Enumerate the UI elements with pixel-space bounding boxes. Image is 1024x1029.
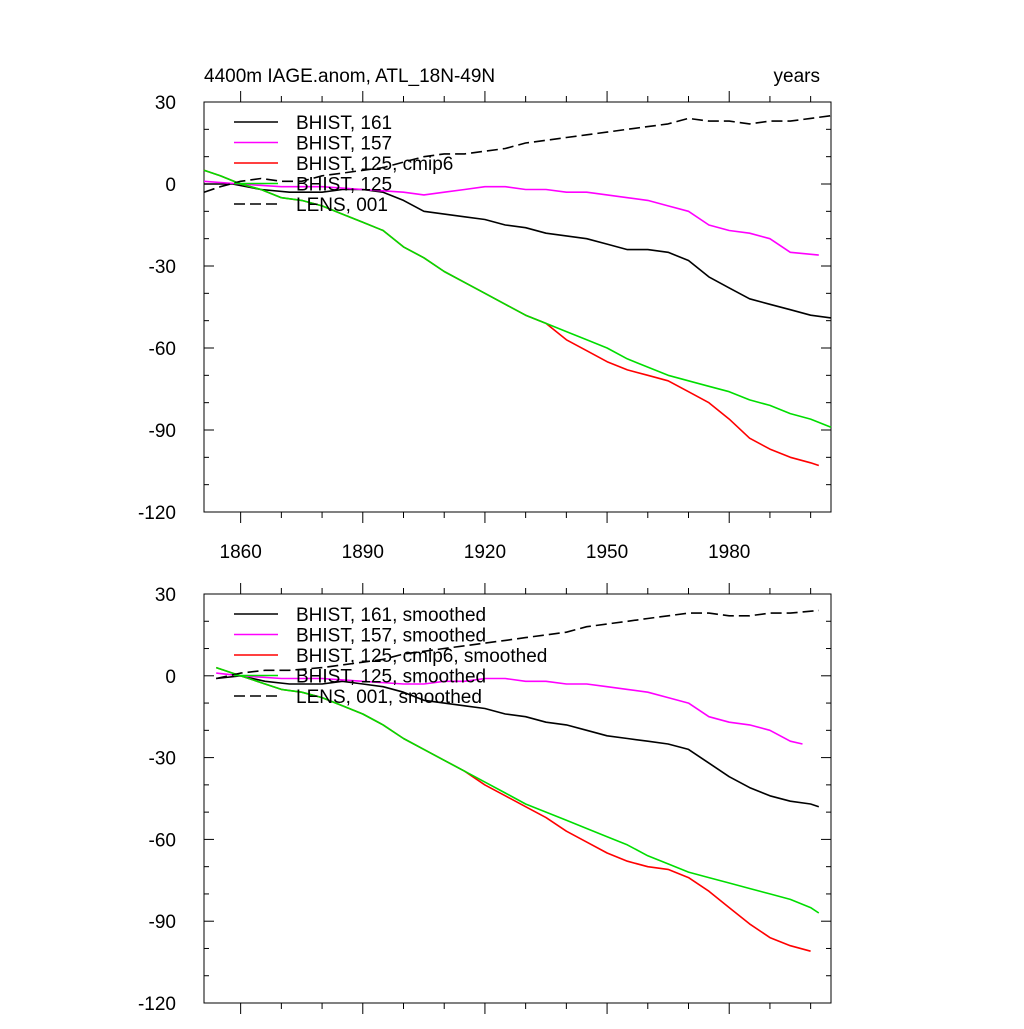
x-tick-label: 1860 <box>220 542 262 563</box>
y-tick-label: -90 <box>149 912 176 933</box>
plot-frame <box>203 101 832 513</box>
y-tick-label: -120 <box>138 994 176 1015</box>
x-tick-label: 1920 <box>464 542 506 563</box>
raw-panel: 30 0 -30 -60 -90 -120 1860 1890 1920 1950 1980 BHIS… <box>138 91 832 563</box>
legend-label: LENS, 001, smoothed <box>296 687 482 708</box>
y-tick-label: 0 <box>165 667 176 688</box>
series-line-4 <box>203 114 832 193</box>
y-tick-label: 30 <box>155 93 176 114</box>
y-tick-label: -60 <box>149 339 176 360</box>
x-tick-label: 1890 <box>342 542 384 563</box>
legend-label: BHIST, 161, smoothed <box>296 605 486 626</box>
legend-label: BHIST, 125 <box>296 175 392 196</box>
legend-label: BHIST, 157 <box>296 134 392 155</box>
series-line-4 <box>216 609 819 680</box>
plot-frame <box>203 593 832 1004</box>
series-line-2 <box>215 666 811 952</box>
legend-label: BHIST, 161 <box>296 113 392 134</box>
chart-title: 4400m IAGE.anom, ATL_18N-49N <box>204 66 495 87</box>
y-tick-label: 30 <box>155 585 176 606</box>
y-tick-label: 0 <box>165 175 176 196</box>
legend-label: LENS, 001 <box>296 195 388 216</box>
series-line-0 <box>204 183 832 319</box>
y-tick-label: -60 <box>149 830 176 851</box>
chart-units-label: years <box>774 66 820 87</box>
series-line-1 <box>203 180 819 256</box>
legend-label: BHIST, 157, smoothed <box>296 626 486 647</box>
y-tick-label: -30 <box>149 749 176 770</box>
x-tick-label: 1980 <box>708 542 750 563</box>
legend-label: BHIST, 125, smoothed <box>296 667 486 688</box>
series-line-1 <box>216 672 803 745</box>
series-line-3 <box>203 169 832 429</box>
y-tick-label: -120 <box>138 503 176 524</box>
x-tick-label: 1950 <box>586 542 628 563</box>
legend-label: BHIST, 125, cmip6, smoothed <box>296 646 547 667</box>
series-line-3 <box>215 666 820 914</box>
legend-label: BHIST, 125, cmip6 <box>296 154 453 175</box>
y-tick-label: -30 <box>149 257 176 278</box>
series-line-0 <box>216 675 820 808</box>
y-tick-label: -90 <box>149 421 176 442</box>
